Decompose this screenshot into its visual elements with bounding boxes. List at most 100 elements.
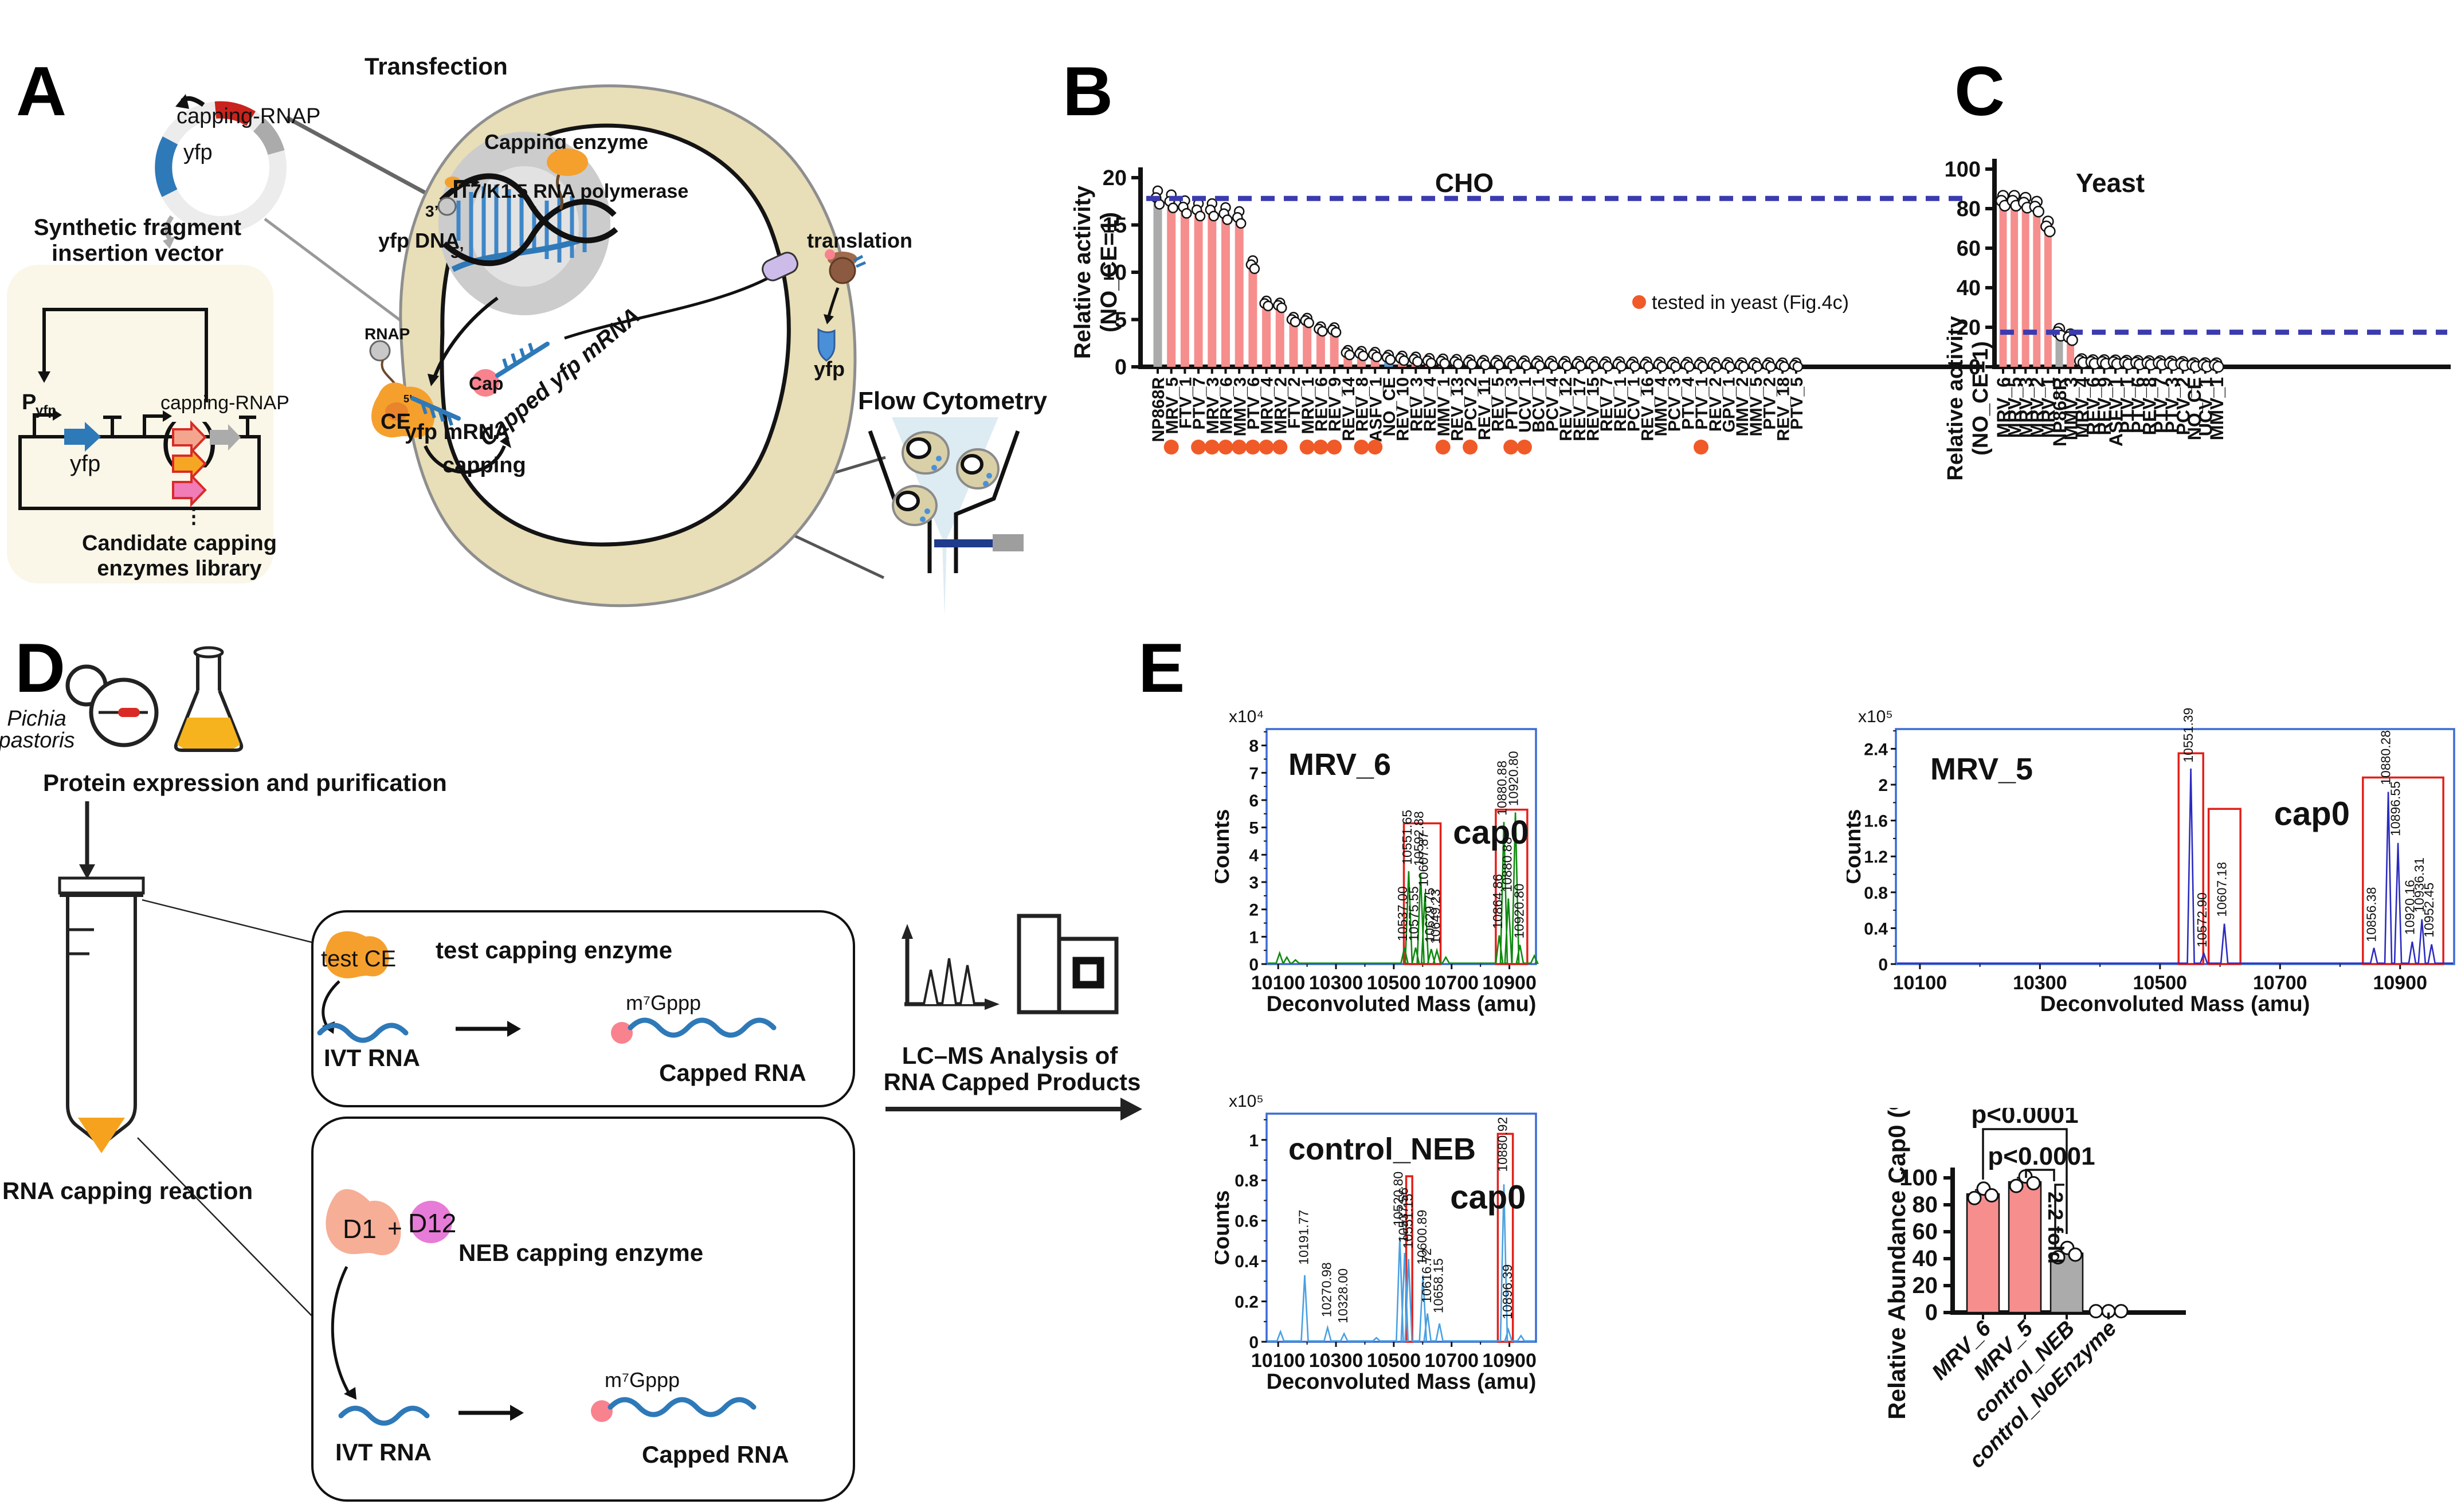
funnel-line-2 xyxy=(785,530,885,579)
tested-dot-ASFV_1 xyxy=(1367,440,1383,455)
capping-enzyme-blob xyxy=(547,148,588,176)
d12-label: D12 xyxy=(408,1208,456,1238)
mrna-five-prime: 5’ xyxy=(403,393,412,405)
ribosome xyxy=(825,249,867,284)
transfection-line-1 xyxy=(285,115,436,200)
detector xyxy=(993,534,1024,551)
bar-MRV_6 xyxy=(1999,201,2007,367)
capping-label: capping xyxy=(442,453,526,477)
peak-label: 10880.92 xyxy=(1495,1117,1510,1172)
x-tick: 10700 xyxy=(2253,972,2307,994)
cap0-box xyxy=(2177,752,2204,965)
x-label-REV_18: REV_18 xyxy=(1774,377,1793,441)
library-label-line2: enzymes library xyxy=(97,557,261,581)
peak-label: 10658.15 xyxy=(1431,1258,1446,1313)
y-tick: 0.6 xyxy=(1235,1212,1259,1231)
rnap-sphere xyxy=(369,340,391,362)
x-label-REV_9: REV_9 xyxy=(1326,377,1345,432)
ms_neb-svg: 0 0.2 0.4 0.6 0.8 1 10100 10300 10500 10700 10900D… xyxy=(1210,1092,1537,1394)
tested-dot-UCV_1 xyxy=(1516,440,1532,455)
x-label-REV_14: REV_14 xyxy=(1339,377,1358,441)
tested-dot-PTV_7 xyxy=(1191,440,1206,455)
x-label-PTV_5: PTV_5 xyxy=(1788,377,1806,430)
rnap-sphere-small xyxy=(437,197,457,216)
y-tick: 0.4 xyxy=(1864,919,1888,938)
x-label-REV_13: REV_13 xyxy=(1448,377,1467,441)
bar-MRV_2 xyxy=(1275,305,1284,367)
bar-MRV_5 xyxy=(1167,201,1176,367)
y-tick: 80 xyxy=(1913,1192,1938,1217)
y-tick: 20 xyxy=(1913,1273,1938,1298)
y-tick: 2.4 xyxy=(1864,740,1888,759)
y-tick: 8 xyxy=(1249,737,1259,756)
tested-dot-MRV_3 xyxy=(1204,440,1220,455)
x-axis-title: Deconvoluted Mass (amu) xyxy=(1267,992,1537,1016)
y-tick: 2 xyxy=(1249,901,1259,920)
spectrum-title: control_NEB xyxy=(1288,1132,1476,1166)
y-tick: 1.2 xyxy=(1864,848,1888,867)
x-label-MRV_2: MRV_2 xyxy=(2027,377,2048,438)
peak-label: 10880.28 xyxy=(2378,730,2393,785)
control-neb-spectrum: 0 0.2 0.4 0.6 0.8 1 10100 10300 10500 10700 10900 D… xyxy=(1210,1087,1588,1425)
x-label-REV_3: REV_3 xyxy=(1407,377,1426,432)
peak-label: 10270.98 xyxy=(1319,1262,1334,1317)
x-tick: 10100 xyxy=(1251,972,1306,994)
y-axis-label: (NO_CE=1) xyxy=(1969,341,1993,456)
peak-label: 10920.80 xyxy=(1512,884,1527,939)
funnel-cell-2 xyxy=(956,448,1000,489)
y-axis-label: Relative activity xyxy=(1070,185,1095,359)
x-label-FTV_1: FTV_1 xyxy=(1177,377,1196,429)
plasmid-capping-rnap-label: capping-RNAP xyxy=(177,104,320,128)
y-tick: 100 xyxy=(1945,158,1981,182)
x-tick: 10700 xyxy=(1424,1350,1479,1372)
organism-line1: Pichia xyxy=(7,707,66,731)
bar-MRV_5 xyxy=(2008,1181,2042,1314)
peak-label: 10629.75 xyxy=(1422,888,1437,943)
ms_mrv6-svg: 0 1 2 3 4 5 6 7 8 10100 10300 10500 10700 10900Deconv… xyxy=(1210,707,1539,1016)
x-label-MRV_5: MRV_5 xyxy=(1163,377,1182,434)
p-value-2: p<0.0001 xyxy=(1988,1142,2095,1170)
organism-line2: pastoris xyxy=(0,728,75,753)
chart-title: Yeast xyxy=(2076,168,2145,198)
x-axis-title: Deconvoluted Mass (amu) xyxy=(2040,992,2310,1016)
feedback-loop xyxy=(42,308,208,402)
plasmid-gray-segment xyxy=(253,118,285,155)
y-axis-label: (NO_CE=1) xyxy=(1096,212,1122,332)
y-tick: 4 xyxy=(1249,846,1259,865)
y-tick: 7 xyxy=(1249,764,1259,783)
x-label-REV_16: REV_16 xyxy=(1638,377,1657,441)
bar-MRV_3 xyxy=(2021,202,2029,367)
d12-blob xyxy=(410,1201,452,1243)
trace xyxy=(1268,1184,1535,1342)
x-label-PTV_3: PTV_3 xyxy=(1502,377,1521,430)
x-label-REV_5: REV_5 xyxy=(1489,377,1508,432)
yeast-svg: 0 20 40 60 80 100 Relative activity (NO_CE=1) Ye… xyxy=(1943,158,2451,481)
fold-bracket xyxy=(2054,1184,2064,1249)
x-label-PTV_4: PTV_4 xyxy=(1679,377,1698,430)
neb-box: D1 + D12 NEB capping enzyme IVT RNA m⁷Gp… xyxy=(311,1117,855,1502)
x-label-BCV_1: BCV_1 xyxy=(1530,377,1549,433)
x-label-MRV_6: MRV_6 xyxy=(1993,377,2014,438)
tested-dot-MRV_6 xyxy=(1218,440,1233,455)
x-label-REV_17: REV_17 xyxy=(1570,377,1589,441)
yfp-protein-icon xyxy=(817,328,836,362)
ivt-rna-label: IVT RNA xyxy=(324,1044,420,1071)
peak-label: 10856.38 xyxy=(2364,887,2378,942)
capped-mrna-comb xyxy=(495,342,550,378)
p-value-1: p<0.0001 xyxy=(1971,1108,2078,1129)
promoter-label: P xyxy=(22,390,36,414)
x-label-REV_6: REV_6 xyxy=(2083,377,2104,435)
x-tick: 10500 xyxy=(1367,972,1421,994)
yfp-dna-label: yfp DNA xyxy=(378,229,460,252)
x-label-MMV_2: MMV_2 xyxy=(1733,377,1752,436)
x-tick: 10900 xyxy=(1482,972,1537,994)
cap0-label: cap0 xyxy=(1450,1179,1526,1216)
panel-label-e: E xyxy=(1138,629,1185,707)
bar-MRV_1 xyxy=(2044,226,2052,367)
peak-label: 10920.16 xyxy=(2402,880,2417,935)
x-tick: 10900 xyxy=(2373,972,2427,994)
yfp-gene-arrow xyxy=(64,422,101,452)
tested-dot-MMV_1 xyxy=(1435,440,1451,455)
tube-sample xyxy=(78,1118,125,1153)
y-tick: 0 xyxy=(1249,1333,1259,1352)
